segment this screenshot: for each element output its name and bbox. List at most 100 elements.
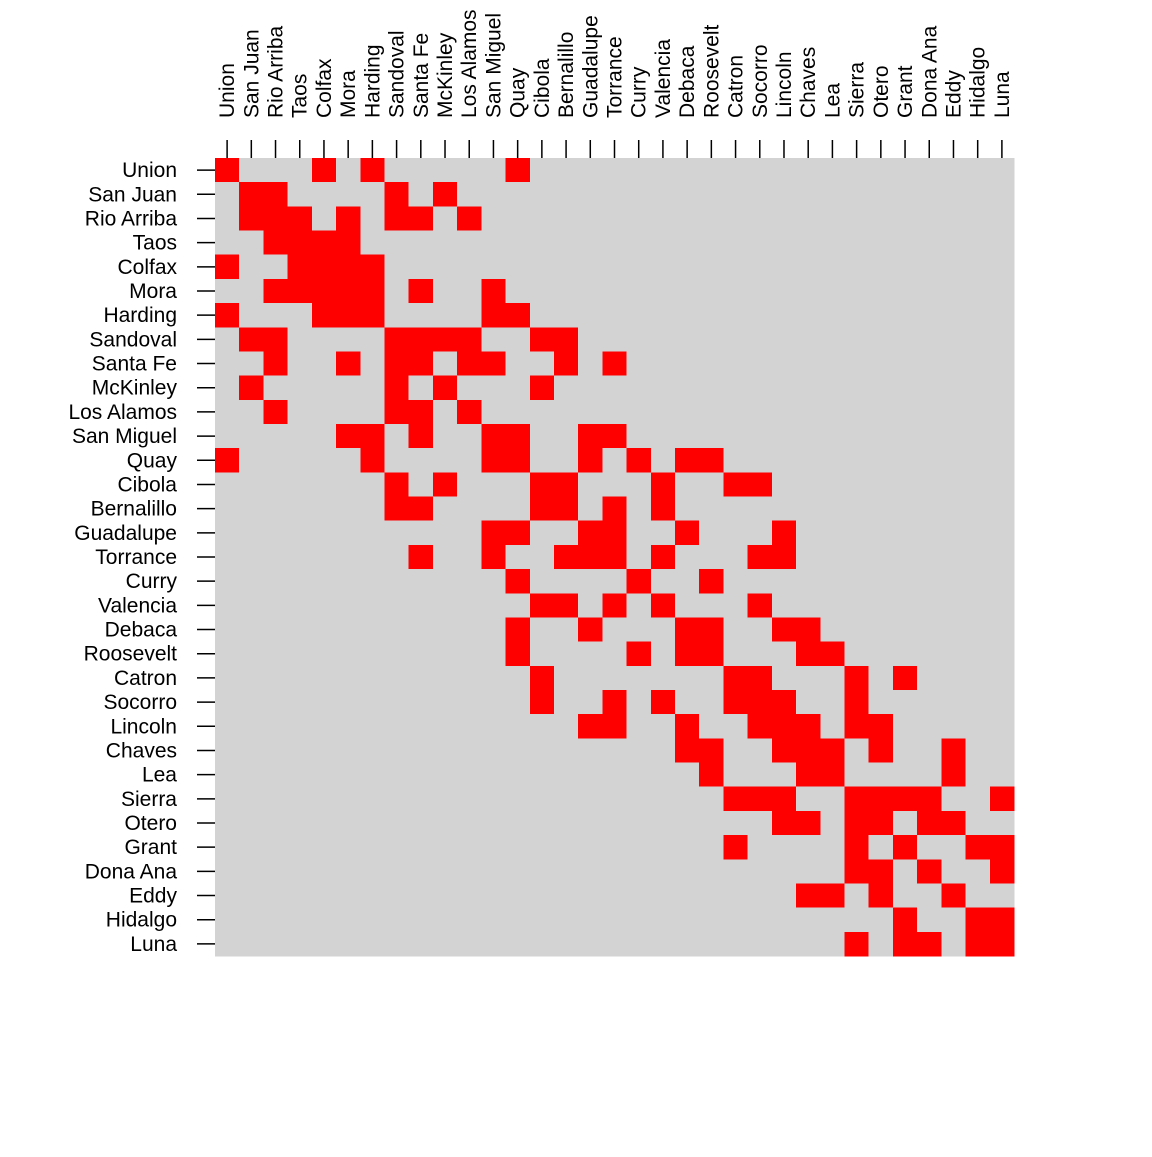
cell <box>844 448 870 473</box>
cell <box>820 424 846 449</box>
cell <box>457 520 482 546</box>
cell <box>868 399 894 425</box>
cell <box>360 303 385 328</box>
cell <box>626 472 652 498</box>
cell <box>626 907 652 933</box>
cell <box>432 931 458 957</box>
y-tick-label: Taos <box>133 232 177 255</box>
cell <box>287 206 313 232</box>
cell <box>917 544 942 570</box>
cell <box>457 714 482 739</box>
cell <box>505 617 531 643</box>
cell <box>941 907 967 933</box>
cell <box>432 206 458 232</box>
cell <box>578 835 603 860</box>
cell <box>796 158 821 183</box>
x-tick-label: Otero <box>870 65 893 118</box>
cell <box>505 883 531 909</box>
cell <box>820 351 846 377</box>
cell <box>892 303 918 328</box>
cell <box>747 810 773 836</box>
cell <box>771 931 797 957</box>
cell <box>699 569 724 594</box>
cell <box>311 907 337 933</box>
cell <box>941 810 967 836</box>
cell <box>578 496 603 522</box>
cell <box>311 593 337 618</box>
cell <box>941 883 967 909</box>
cell <box>481 375 507 401</box>
cell <box>965 569 991 594</box>
cell <box>384 907 410 933</box>
cell <box>675 375 700 401</box>
cell <box>287 158 313 183</box>
cell <box>675 544 700 570</box>
cell <box>989 206 1015 232</box>
cell <box>747 206 773 232</box>
cell <box>917 665 942 691</box>
cell <box>989 859 1015 884</box>
cell <box>820 496 846 522</box>
cell <box>239 617 264 643</box>
cell <box>650 738 676 764</box>
cell <box>408 424 434 449</box>
cell <box>360 665 385 691</box>
cell <box>699 641 724 667</box>
cell <box>239 810 264 836</box>
cell <box>868 230 894 256</box>
cell <box>432 520 458 546</box>
cell <box>457 375 482 401</box>
cell <box>287 278 313 304</box>
cell <box>844 520 870 546</box>
cell <box>626 327 652 352</box>
cell <box>311 762 337 788</box>
cell <box>457 278 482 304</box>
cell <box>747 762 773 788</box>
cell <box>650 931 676 957</box>
cell <box>989 351 1015 377</box>
cell <box>432 690 458 715</box>
cell <box>432 665 458 691</box>
cell <box>892 520 918 546</box>
cell <box>311 448 337 473</box>
cell <box>650 399 676 425</box>
cell <box>626 690 652 715</box>
cell <box>941 690 967 715</box>
cell <box>941 448 967 473</box>
cell <box>965 593 991 618</box>
cell <box>287 496 313 522</box>
cell <box>965 158 991 183</box>
cell <box>505 399 531 425</box>
cell <box>336 859 361 884</box>
cell <box>820 278 846 304</box>
cell <box>868 690 894 715</box>
cell <box>820 665 846 691</box>
cell <box>432 859 458 884</box>
cell <box>287 351 313 377</box>
cell <box>917 714 942 739</box>
cell <box>917 158 942 183</box>
x-tick-label: Hidalgo <box>967 47 990 118</box>
cell <box>432 327 458 352</box>
cell <box>771 762 797 788</box>
cell <box>965 254 991 280</box>
cell <box>723 859 749 884</box>
cell <box>336 206 361 232</box>
cell <box>941 351 967 377</box>
cell <box>844 762 870 788</box>
cell <box>796 859 821 884</box>
cell <box>868 351 894 377</box>
cell <box>311 496 337 522</box>
cell <box>578 472 603 498</box>
cell <box>820 375 846 401</box>
cell <box>820 859 846 884</box>
cell <box>336 520 361 546</box>
cell <box>384 835 410 860</box>
cell <box>432 448 458 473</box>
cell <box>336 690 361 715</box>
cell <box>602 254 628 280</box>
cell <box>626 520 652 546</box>
cell <box>796 835 821 860</box>
cell <box>941 278 967 304</box>
cell <box>844 327 870 352</box>
